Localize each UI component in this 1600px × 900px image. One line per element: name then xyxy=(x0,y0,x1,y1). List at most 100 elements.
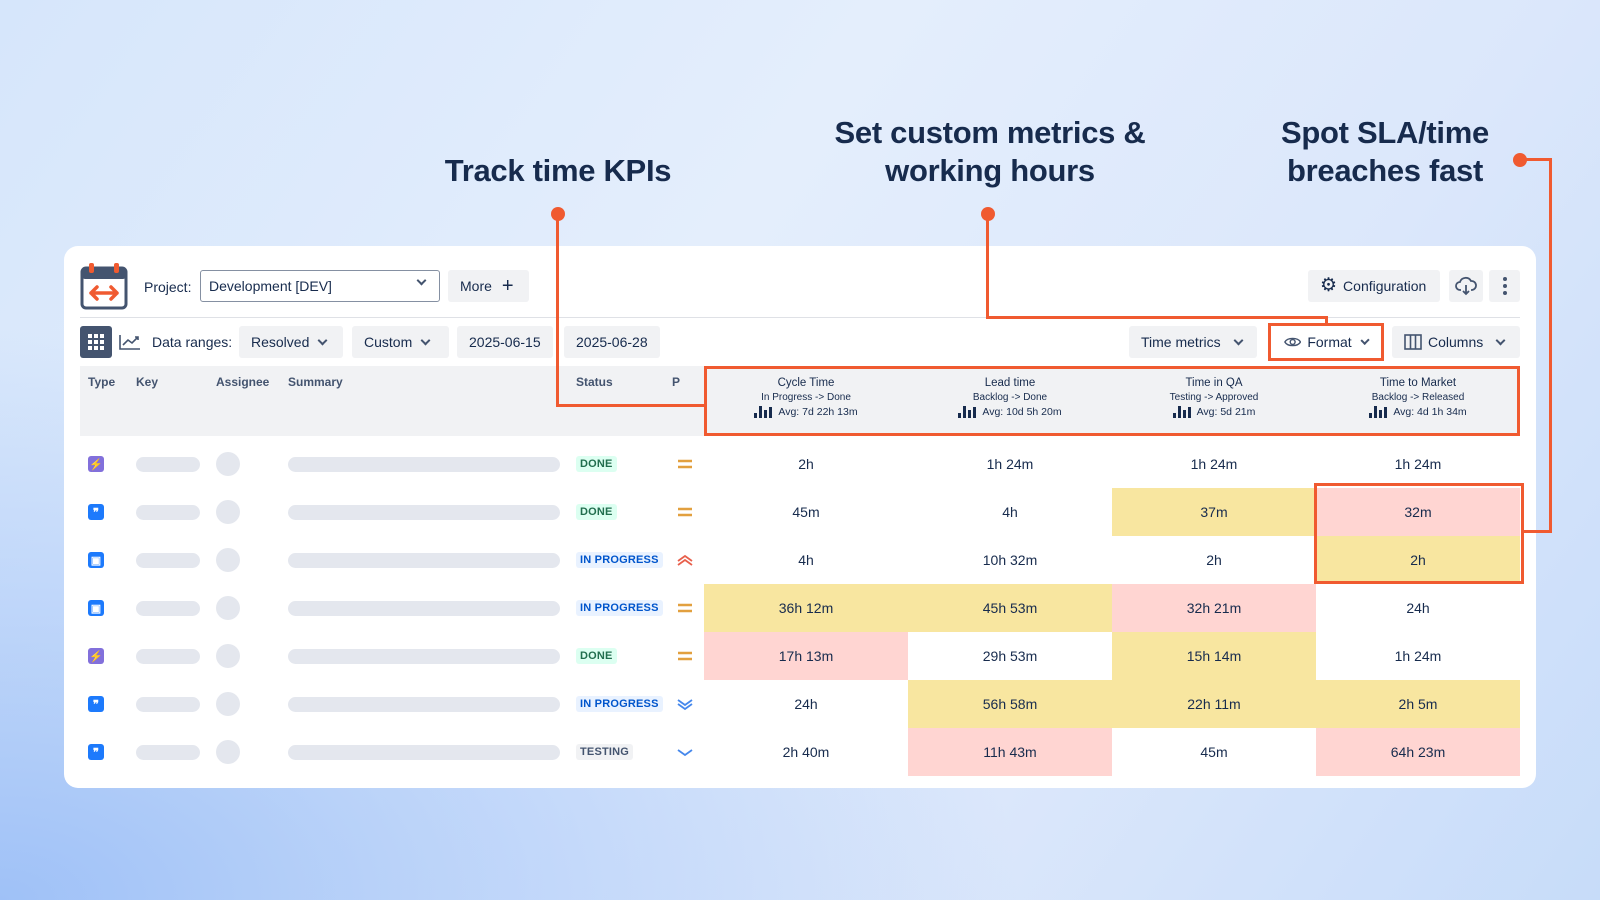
callout-custom-metrics: Set custom metrics & working hours xyxy=(834,115,1146,188)
custom-range-dropdown[interactable]: Custom xyxy=(352,326,449,358)
key-placeholder[interactable] xyxy=(136,697,200,712)
format-dropdown[interactable]: Format xyxy=(1272,326,1380,358)
summary-placeholder[interactable] xyxy=(288,649,560,664)
metric-cell: 32h 21m xyxy=(1112,584,1316,632)
status-badge: IN PROGRESS xyxy=(576,696,663,712)
metric-cell: 2h xyxy=(1206,552,1222,568)
more-button[interactable]: More + xyxy=(448,270,529,302)
gear-icon: ⚙ xyxy=(1320,275,1338,296)
status-badge: DONE xyxy=(576,504,617,520)
table-header xyxy=(80,366,1520,436)
metric-title: Time to Market xyxy=(1379,377,1457,389)
quote-icon: ❞ xyxy=(88,504,104,520)
metric-cell: 64h 23m xyxy=(1316,728,1520,776)
key-placeholder[interactable] xyxy=(136,601,200,616)
header-status[interactable]: Status xyxy=(576,375,613,389)
sla-connector-line xyxy=(1522,530,1552,533)
avatar[interactable] xyxy=(216,692,240,716)
metric-cell: 1h 24m xyxy=(1394,456,1442,472)
screen-icon: ▣ xyxy=(88,552,104,568)
configuration-label: Configuration xyxy=(1343,278,1427,294)
time-metrics-dropdown[interactable]: Time metrics xyxy=(1129,326,1257,358)
table-row[interactable]: ❞ IN PROGRESS 24h 56h 58m 22h 11m 2h 5m xyxy=(80,680,1520,728)
medium-priority-icon xyxy=(676,648,694,664)
header-metric[interactable]: Lead time Backlog -> Done Avg: 10d 5h 20m xyxy=(908,366,1112,418)
metric-cell: 2h xyxy=(1316,536,1520,584)
table-row[interactable]: ⚡ DONE 2h 1h 24m 1h 24m 1h 24m xyxy=(80,440,1520,488)
key-placeholder[interactable] xyxy=(136,649,200,664)
date-from-field[interactable]: 2025-06-15 xyxy=(457,326,553,358)
metric-cell: 17h 13m xyxy=(704,632,908,680)
metric-cell: 36h 12m xyxy=(704,584,908,632)
project-value: Development [DEV] xyxy=(209,278,332,294)
table-row[interactable]: ❞ TESTING 2h 40m 11h 43m 45m 64h 23m xyxy=(80,728,1520,776)
metric-cell: 2h xyxy=(798,456,814,472)
resolved-label: Resolved xyxy=(251,334,310,350)
header-metric[interactable]: Time to Market Backlog -> Released Avg: 4d… xyxy=(1316,366,1520,418)
more-options-button[interactable] xyxy=(1489,270,1520,302)
project-select[interactable]: Development [DEV] xyxy=(200,270,440,302)
metric-cell: 1h 24m xyxy=(1394,648,1442,664)
header-metric[interactable]: Time in QA Testing -> Approved Avg: 5d 21m xyxy=(1112,366,1316,418)
avatar[interactable] xyxy=(216,596,240,620)
date-to-value: 2025-06-28 xyxy=(576,334,648,350)
key-placeholder[interactable] xyxy=(136,457,200,472)
columns-dropdown[interactable]: Columns xyxy=(1392,326,1520,358)
metric-cell: 24h xyxy=(1406,600,1430,616)
metric-cell: 1h 24m xyxy=(1190,456,1238,472)
kpi-connector-line xyxy=(556,214,559,407)
metrics-connector-line xyxy=(1325,316,1328,326)
summary-placeholder[interactable] xyxy=(288,457,560,472)
table-row[interactable]: ⚡ DONE 17h 13m 29h 53m 15h 14m 1h 24m xyxy=(80,632,1520,680)
summary-placeholder[interactable] xyxy=(288,505,560,520)
metrics-connector-line xyxy=(986,214,989,319)
metric-transition: Backlog -> Done xyxy=(972,392,1048,403)
status-badge: DONE xyxy=(576,648,617,664)
table-row[interactable]: ▣ IN PROGRESS 36h 12m 45h 53m 32h 21m 24h xyxy=(80,584,1520,632)
chart-view-toggle[interactable] xyxy=(114,326,146,358)
avatar[interactable] xyxy=(216,644,240,668)
summary-placeholder[interactable] xyxy=(288,745,560,760)
metric-cell: 4h xyxy=(798,552,814,568)
bar-chart-icon xyxy=(1369,406,1388,418)
header-assignee[interactable]: Assignee xyxy=(216,375,270,389)
header-summary[interactable]: Summary xyxy=(288,375,343,389)
metric-average: Avg: 4d 1h 34m xyxy=(1393,406,1467,418)
download-button[interactable] xyxy=(1449,270,1483,302)
metric-cell: 56h 58m xyxy=(908,680,1112,728)
avatar[interactable] xyxy=(216,500,240,524)
resolved-dropdown[interactable]: Resolved xyxy=(239,326,343,358)
configuration-button[interactable]: ⚙ Configuration xyxy=(1308,270,1440,302)
avatar[interactable] xyxy=(216,452,240,476)
bar-chart-icon xyxy=(958,406,977,418)
header-priority[interactable]: P xyxy=(672,375,681,389)
columns-icon xyxy=(1404,334,1422,350)
header-type[interactable]: Type xyxy=(88,375,116,389)
low-priority-icon xyxy=(676,744,694,760)
toolbar-divider xyxy=(80,317,1520,318)
key-placeholder[interactable] xyxy=(136,505,200,520)
table-row[interactable]: ❞ DONE 45m 4h 37m 32m xyxy=(80,488,1520,536)
metric-cell: 24h xyxy=(794,696,818,712)
summary-placeholder[interactable] xyxy=(288,553,560,568)
header-key[interactable]: Key xyxy=(136,375,159,389)
time-metrics-label: Time metrics xyxy=(1141,334,1221,350)
kpi-connector-line xyxy=(556,404,706,407)
bar-chart-icon xyxy=(1172,406,1191,418)
header-metric[interactable]: Cycle Time In Progress -> Done Avg: 7d 22h… xyxy=(704,366,908,418)
key-placeholder[interactable] xyxy=(136,745,200,760)
metric-average: Avg: 7d 22h 13m xyxy=(778,406,858,418)
medium-priority-icon xyxy=(676,504,694,520)
columns-label: Columns xyxy=(1428,334,1484,350)
metric-cell: 15h 14m xyxy=(1112,632,1316,680)
quote-icon: ❞ xyxy=(88,696,104,712)
key-placeholder[interactable] xyxy=(136,553,200,568)
summary-placeholder[interactable] xyxy=(288,697,560,712)
avatar[interactable] xyxy=(216,740,240,764)
table-row[interactable]: ▣ IN PROGRESS 4h 10h 32m 2h 2h xyxy=(80,536,1520,584)
summary-placeholder[interactable] xyxy=(288,601,560,616)
date-to-field[interactable]: 2025-06-28 xyxy=(564,326,660,358)
metric-cell: 10h 32m xyxy=(982,552,1038,568)
grid-view-toggle[interactable] xyxy=(80,326,112,358)
avatar[interactable] xyxy=(216,548,240,572)
